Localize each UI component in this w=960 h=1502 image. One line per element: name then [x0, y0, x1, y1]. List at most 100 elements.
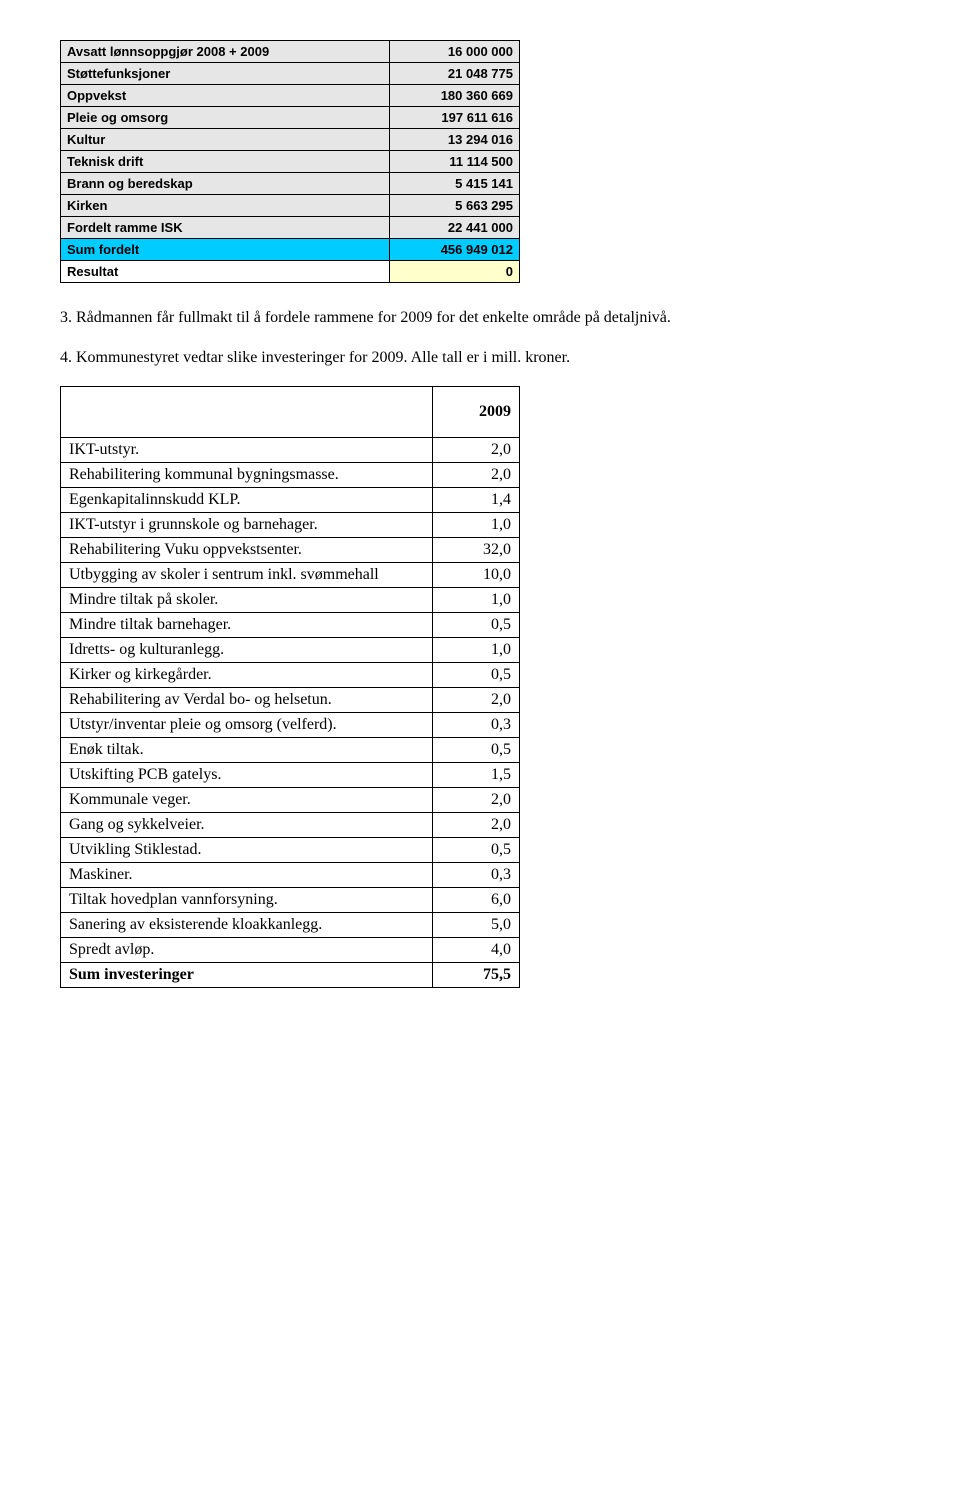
- row-label: Utskifting PCB gatelys.: [61, 763, 433, 788]
- table-row: Brann og beredskap5 415 141: [61, 173, 520, 195]
- row-value: 1,0: [433, 588, 520, 613]
- row-value: 1,0: [433, 513, 520, 538]
- point-4: 4. Kommunestyret vedtar slike investerin…: [74, 347, 900, 369]
- row-value: 13 294 016: [389, 129, 519, 151]
- row-value: 1,0: [433, 638, 520, 663]
- table-row: Rehabilitering Vuku oppvekstsenter.32,0: [61, 538, 520, 563]
- row-value: 11 114 500: [389, 151, 519, 173]
- row-value: 0,5: [433, 613, 520, 638]
- table-row: Spredt avløp.4,0: [61, 938, 520, 963]
- row-label: Spredt avløp.: [61, 938, 433, 963]
- table-row: Enøk tiltak.0,5: [61, 738, 520, 763]
- row-label: Rehabilitering kommunal bygningsmasse.: [61, 463, 433, 488]
- table-row: Kirker og kirkegårder.0,5: [61, 663, 520, 688]
- row-label: Egenkapitalinnskudd KLP.: [61, 488, 433, 513]
- header-year: 2009: [433, 387, 520, 438]
- row-label: Støttefunksjoner: [61, 63, 390, 85]
- table-row: Teknisk drift11 114 500: [61, 151, 520, 173]
- row-label: Kommunale veger.: [61, 788, 433, 813]
- table-row: Idretts- og kulturanlegg.1,0: [61, 638, 520, 663]
- table-row: Utvikling Stiklestad.0,5: [61, 838, 520, 863]
- row-label: Idretts- og kulturanlegg.: [61, 638, 433, 663]
- row-label: Teknisk drift: [61, 151, 390, 173]
- table-row: Sum fordelt456 949 012: [61, 239, 520, 261]
- row-label: Enøk tiltak.: [61, 738, 433, 763]
- row-value: 1,4: [433, 488, 520, 513]
- row-value: 0,5: [433, 838, 520, 863]
- row-value: 2,0: [433, 813, 520, 838]
- header-empty: [61, 387, 433, 438]
- row-value: 22 441 000: [389, 217, 519, 239]
- table-row: Tiltak hovedplan vannforsyning.6,0: [61, 888, 520, 913]
- row-value: 5,0: [433, 913, 520, 938]
- table-row: Oppvekst180 360 669: [61, 85, 520, 107]
- row-label: Gang og sykkelveier.: [61, 813, 433, 838]
- row-label: Oppvekst: [61, 85, 390, 107]
- table-row: Fordelt ramme ISK22 441 000: [61, 217, 520, 239]
- row-label: Mindre tiltak barnehager.: [61, 613, 433, 638]
- table-row: IKT-utstyr.2,0: [61, 438, 520, 463]
- table-row: Kultur13 294 016: [61, 129, 520, 151]
- row-label: Sum fordelt: [61, 239, 390, 261]
- table-row: Støttefunksjoner21 048 775: [61, 63, 520, 85]
- row-value: 456 949 012: [389, 239, 519, 261]
- row-label: Kirken: [61, 195, 390, 217]
- table-row: Gang og sykkelveier.2,0: [61, 813, 520, 838]
- table-row: Utskifting PCB gatelys.1,5: [61, 763, 520, 788]
- row-value: 5 415 141: [389, 173, 519, 195]
- table-row: Sanering av eksisterende kloakkanlegg.5,…: [61, 913, 520, 938]
- table-row: Pleie og omsorg197 611 616: [61, 107, 520, 129]
- table-row: Mindre tiltak på skoler.1,0: [61, 588, 520, 613]
- row-label: Sanering av eksisterende kloakkanlegg.: [61, 913, 433, 938]
- row-label: Utbygging av skoler i sentrum inkl. svøm…: [61, 563, 433, 588]
- table-row: IKT-utstyr i grunnskole og barnehager.1,…: [61, 513, 520, 538]
- row-value: 197 611 616: [389, 107, 519, 129]
- row-value: 0,3: [433, 863, 520, 888]
- row-value: 5 663 295: [389, 195, 519, 217]
- row-value: 180 360 669: [389, 85, 519, 107]
- row-value: 16 000 000: [389, 41, 519, 63]
- row-label: Utvikling Stiklestad.: [61, 838, 433, 863]
- table-row: Maskiner.0,3: [61, 863, 520, 888]
- row-label: IKT-utstyr i grunnskole og barnehager.: [61, 513, 433, 538]
- sum-row: Sum investeringer75,5: [61, 963, 520, 988]
- row-label: Kultur: [61, 129, 390, 151]
- row-label: Fordelt ramme ISK: [61, 217, 390, 239]
- row-value: 10,0: [433, 563, 520, 588]
- row-label: IKT-utstyr.: [61, 438, 433, 463]
- sum-label: Sum investeringer: [61, 963, 433, 988]
- row-value: 21 048 775: [389, 63, 519, 85]
- row-value: 0: [389, 261, 519, 283]
- row-label: Rehabilitering av Verdal bo- og helsetun…: [61, 688, 433, 713]
- budget-table: Avsatt lønnsoppgjør 2008 + 200916 000 00…: [60, 40, 520, 283]
- row-value: 2,0: [433, 788, 520, 813]
- table-row: Kommunale veger.2,0: [61, 788, 520, 813]
- table-row: Avsatt lønnsoppgjør 2008 + 200916 000 00…: [61, 41, 520, 63]
- row-value: 4,0: [433, 938, 520, 963]
- row-value: 6,0: [433, 888, 520, 913]
- row-label: Pleie og omsorg: [61, 107, 390, 129]
- row-label: Tiltak hovedplan vannforsyning.: [61, 888, 433, 913]
- row-value: 0,5: [433, 738, 520, 763]
- row-label: Brann og beredskap: [61, 173, 390, 195]
- row-value: 0,5: [433, 663, 520, 688]
- investments-table: 2009IKT-utstyr.2,0Rehabilitering kommuna…: [60, 386, 520, 988]
- table-row: Utbygging av skoler i sentrum inkl. svøm…: [61, 563, 520, 588]
- row-label: Kirker og kirkegårder.: [61, 663, 433, 688]
- table-row: Egenkapitalinnskudd KLP.1,4: [61, 488, 520, 513]
- row-label: Maskiner.: [61, 863, 433, 888]
- row-label: Utstyr/inventar pleie og omsorg (velferd…: [61, 713, 433, 738]
- row-value: 0,3: [433, 713, 520, 738]
- row-label: Resultat: [61, 261, 390, 283]
- table-row: Kirken5 663 295: [61, 195, 520, 217]
- point-3: 3. Rådmannen får fullmakt til å fordele …: [74, 307, 900, 329]
- table-row: Utstyr/inventar pleie og omsorg (velferd…: [61, 713, 520, 738]
- table-row: Mindre tiltak barnehager.0,5: [61, 613, 520, 638]
- row-value: 2,0: [433, 438, 520, 463]
- row-value: 32,0: [433, 538, 520, 563]
- row-value: 2,0: [433, 688, 520, 713]
- row-value: 2,0: [433, 463, 520, 488]
- table-row: Resultat0: [61, 261, 520, 283]
- row-value: 1,5: [433, 763, 520, 788]
- row-label: Rehabilitering Vuku oppvekstsenter.: [61, 538, 433, 563]
